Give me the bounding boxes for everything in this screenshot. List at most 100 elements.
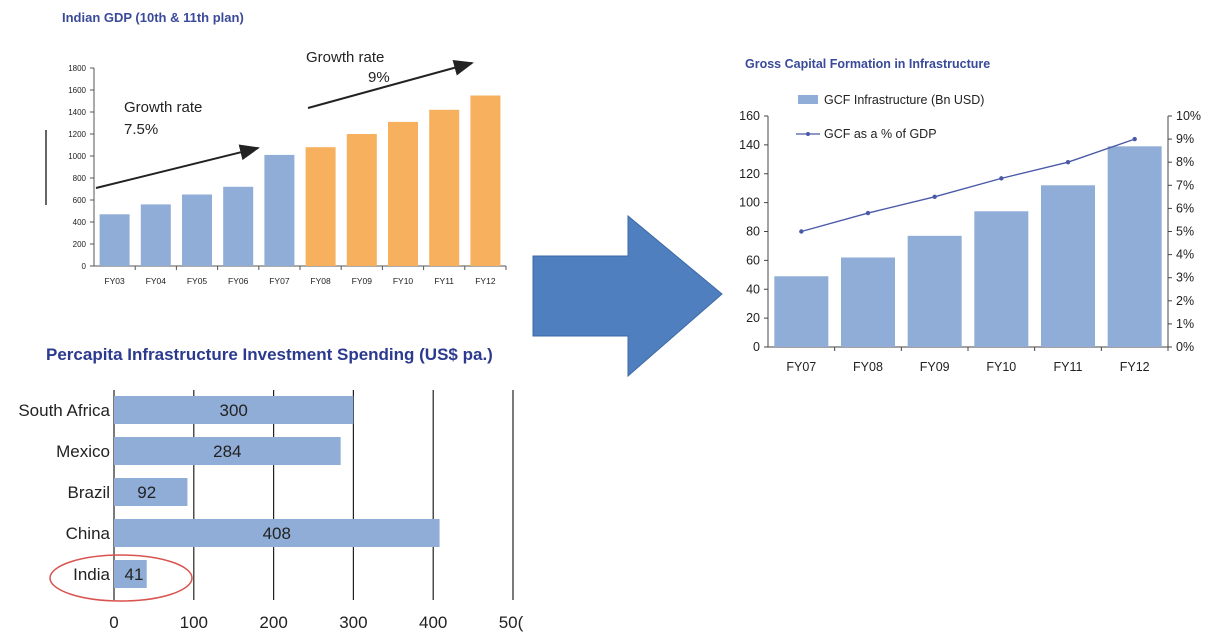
gcf-y2-tick-label: 5% [1176,225,1194,239]
gdp-bar [182,194,212,266]
gdp-bar [99,214,130,266]
gcf-y2-tick-label: 10% [1176,109,1201,123]
gdp-bar [346,134,377,266]
gcf-y2-ticks: 0% 1% 2% 3% 4% 5% 6% 7% 8% 9% 10% [1176,109,1201,354]
legend-bar-swatch [798,95,818,104]
gdp-bar [305,147,336,266]
gcf-bars [774,146,1162,347]
percapita-bar [114,396,354,424]
gdp-bar [264,154,295,266]
percapita-bars: 300 284 92 408 41 [114,396,440,588]
gcf-x-ticks: FY07 FY08 FY09 FY10 FY11 FY12 [786,360,1149,374]
growth-arrow-2 [307,60,474,109]
gdp-bar [140,204,171,266]
gcf-y-tick-label: 0 [753,340,760,354]
gcf-pct-point [1132,136,1137,142]
gcf-y-tick-label: 100 [739,196,760,210]
gdp-x-tick-label: FY07 [269,276,290,286]
gcf-y2-tick-label: 9% [1176,132,1194,146]
gdp-x-tick-label: FY12 [475,276,496,286]
india-highlight-ellipse [49,554,193,602]
gdp-x-tick-label: FY11 [434,276,454,286]
gdp-y-tick-label: 1000 [68,152,86,161]
gdp-y-tick-label: 1800 [68,64,86,73]
growth-label-1: Growth rate [124,99,202,116]
gcf-axes [764,115,1172,351]
gdp-x-tick-label: FY06 [228,276,249,286]
percapita-x-tick-label: 100 [180,613,208,632]
percapita-data-label: 284 [213,442,241,461]
percapita-data-label: 92 [137,483,156,502]
gcf-y2-tick-label: 6% [1176,201,1194,215]
gcf-y-tick-label: 40 [746,282,760,296]
percapita-data-label: 41 [125,565,144,584]
gdp-bar [470,95,501,266]
legend-line-label: GCF as a % of GDP [824,127,937,141]
gcf-y-ticks: 0 20 40 60 80 100 120 140 160 [739,109,760,354]
gdp-bar [223,186,254,266]
percapita-chart-title: Percapita Infrastructure Investment Spen… [46,345,493,364]
gcf-bar [974,211,1029,347]
gcf-chart: Gross Capital Formation in Infrastructur… [739,57,1201,374]
percapita-category-label: South Africa [18,401,110,420]
growth-arrow-1 [95,144,260,189]
percapita-x-tick-label: 50( [499,613,524,632]
gdp-bars [99,95,501,267]
gdp-x-ticks: FY03 FY04 FY05 FY06 FY07 FY08 FY09 FY10 FY11 FY12 [104,276,495,286]
gcf-pct-line [799,136,1137,234]
gdp-x-tick-label: FY09 [352,276,373,286]
percapita-x-tick-label: 400 [419,613,447,632]
percapita-data-label: 408 [263,524,291,543]
percapita-x-tick-label: 300 [339,613,367,632]
gcf-y-tick-label: 20 [746,311,760,325]
gdp-y-tick-label: 400 [73,218,87,227]
gdp-x-tick-label: FY04 [146,276,167,286]
gdp-y-tick-label: 1600 [68,86,86,95]
gcf-x-tick-label: FY08 [853,360,883,374]
gdp-chart: Indian GDP (10th & 11th plan) FY03 FY04 FY… [45,10,507,286]
gcf-x-tick-label: FY11 [1054,360,1083,374]
percapita-bar [114,519,440,547]
percapita-x-ticks: 0 100 200 300 400 50( [109,613,523,632]
gcf-y-tick-label: 60 [746,253,760,267]
percapita-x-tick-label: 200 [259,613,287,632]
gcf-bar [907,235,962,347]
growth-label-2: Growth rate [306,49,384,66]
gcf-y2-tick-label: 0% [1176,340,1194,354]
gcf-bar [774,276,829,347]
percapita-categories: South Africa Mexico Brazil China India [18,401,110,584]
gcf-x-tick-label: FY07 [786,360,816,374]
gcf-y-tick-label: 160 [739,109,760,123]
right-arrow-shape [532,214,723,378]
gcf-y2-tick-label: 7% [1176,178,1194,192]
gcf-x-tick-label: FY12 [1120,360,1150,374]
gcf-pct-point [932,194,937,200]
gcf-y2-tick-label: 2% [1176,294,1194,308]
gdp-bar [429,109,460,266]
percapita-x-tick-label: 0 [109,613,118,632]
percapita-chart: Percapita Infrastructure Investment Spen… [18,345,523,632]
gcf-y2-tick-label: 1% [1176,317,1194,331]
percapita-category-label: Mexico [56,442,110,461]
gcf-y2-tick-label: 8% [1176,155,1194,169]
percapita-bar [114,560,147,588]
gcf-x-tick-label: FY10 [986,360,1016,374]
gcf-pct-point [1065,160,1071,165]
gdp-y-tick-label: 600 [73,196,87,205]
percapita-category-label: China [66,524,111,543]
gdp-y-tick-label: 0 [82,262,87,271]
gdp-y-tick-label: 200 [73,240,87,249]
gcf-pct-point [865,210,871,216]
gdp-chart-title: Indian GDP (10th & 11th plan) [62,10,244,25]
gcf-y2-tick-label: 4% [1176,248,1194,262]
percapita-bar [114,478,188,506]
gcf-y-tick-label: 140 [739,138,760,152]
gdp-x-tick-label: FY05 [187,276,208,286]
gdp-x-tick-label: FY10 [393,276,414,286]
gdp-bar [388,121,418,267]
percapita-category-label: Brazil [67,483,110,502]
gcf-pct-point [999,176,1004,181]
growth-value-2: 9% [368,69,390,86]
legend-bar-label: GCF Infrastructure (Bn USD) [824,93,984,107]
